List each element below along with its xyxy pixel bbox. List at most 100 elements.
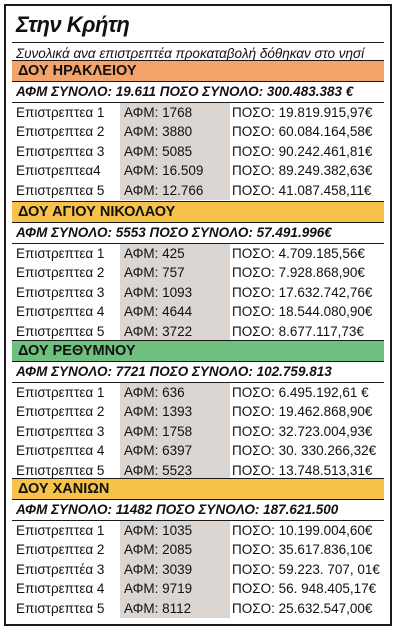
row-afm: ΑΦΜ: 2085 <box>124 542 193 558</box>
row-afm: ΑΦΜ: 6397 <box>124 443 193 459</box>
title-divider <box>12 42 384 43</box>
row-label: Επιστρεπτεα 5 <box>16 323 105 339</box>
row-afm: ΑΦΜ: 5085 <box>124 143 193 159</box>
row-amount: ΠΟΣΟ: 7.928.868,90€ <box>232 265 365 281</box>
row-amount: ΠΟΣΟ: 41.087.458,11€ <box>232 182 372 198</box>
row-amount: ΠΟΣΟ: 32.723.004,93€ <box>232 423 373 439</box>
row-afm: ΑΦΜ: 4644 <box>124 304 193 320</box>
row-label: Επιστρεπτεα 2 <box>16 265 105 281</box>
section-header: ΔΟΥ ΗΡΑΚΛΕΙΟΥ <box>12 60 384 82</box>
table-row: Επιστρεπτεα 4 ΑΦΜ: 6397 ΠΟΣΟ: 30. 330.266,… <box>12 441 384 460</box>
row-amount: ΠΟΣΟ: 4.709.185,56€ <box>232 246 365 261</box>
row-amount: ΠΟΣΟ: 19.819.915,97€ <box>232 105 373 120</box>
row-afm: ΑΦΜ: 757 <box>124 265 185 281</box>
table-row: Επιστρεπτεα 1 ΑΦΜ: 1768 ΠΟΣΟ: 19.819.915,9… <box>12 103 384 122</box>
row-amount: ΠΟΣΟ: 59.223. 707, 01€ <box>232 561 380 577</box>
row-label: Επιστρεπτεα 3 <box>16 284 105 300</box>
row-label: Επιστρεπτεα 1 <box>16 246 105 261</box>
row-amount: ΠΟΣΟ: 90.242.461,81€ <box>232 143 373 159</box>
row-amount: ΠΟΣΟ: 10.199.004,60€ <box>232 523 373 538</box>
table-row: Επιστρεπτεα 4 ΑΦΜ: 9719 ΠΟΣΟ: 56. 948.405,… <box>12 579 384 598</box>
row-label: Επιστρεπτέα 3 <box>16 561 105 577</box>
section-rows: Επιστρεπτεα 1 ΑΦΜ: 1768 ΠΟΣΟ: 19.819.915,9… <box>12 103 384 200</box>
row-afm: ΑΦΜ: 9719 <box>124 581 193 597</box>
row-amount: ΠΟΣΟ: 30. 330.266,32€ <box>232 443 377 459</box>
row-label: Επιστρεπτεα 2 <box>16 542 105 558</box>
table-row: Επιστρεπτεα 5 ΑΦΜ: 3722 ΠΟΣΟ: 8.677.117,73… <box>12 322 384 341</box>
row-afm: ΑΦΜ: 3722 <box>124 323 193 339</box>
row-afm: ΑΦΜ: 16.509 <box>124 163 204 179</box>
table-row: Επιστρεπτεα 2 ΑΦΜ: 757 ΠΟΣΟ: 7.928.868,90€ <box>12 263 384 282</box>
row-label: Επιστρεπτεα 4 <box>16 581 105 597</box>
table-row: Επιστρεπτεα 2 ΑΦΜ: 1393 ΠΟΣΟ: 19.462.868,9… <box>12 402 384 421</box>
row-amount: ΠΟΣΟ: 18.544.080,90€ <box>232 304 373 320</box>
row-afm: ΑΦΜ: 12.766 <box>124 182 204 198</box>
row-label: Επιστρεπτεα 2 <box>16 404 105 420</box>
table-row: Επιστρεπτεα 2 ΑΦΜ: 3880 ΠΟΣΟ: 60.084.164,5… <box>12 122 384 141</box>
row-label: Επιστρεπτεα 3 <box>16 143 105 159</box>
row-amount: ΠΟΣΟ: 60.084.164,58€ <box>232 124 373 140</box>
row-amount: ΠΟΣΟ: 17.632.742,76€ <box>232 284 373 300</box>
table-row: Επιστρεπτεα 3 ΑΦΜ: 1758 ΠΟΣΟ: 32.723.004,9… <box>12 422 384 441</box>
afm-column-band <box>120 244 230 341</box>
table-row: Επιστρεπτεα 3 ΑΦΜ: 5085 ΠΟΣΟ: 90.242.461,8… <box>12 142 384 161</box>
table-row: Επιστρεπτεα 4 ΑΦΜ: 4644 ΠΟΣΟ: 18.544.080,9… <box>12 302 384 321</box>
table-row: Επιστρεπτεα 1 ΑΦΜ: 1035 ΠΟΣΟ: 10.199.004,6… <box>12 521 384 540</box>
row-label: Επιστρεπτεα 4 <box>16 443 105 459</box>
section-header: ΔΟΥ ΡΕΘΥΜΝΟΥ <box>12 340 384 362</box>
row-afm: ΑΦΜ: 1393 <box>124 404 193 420</box>
crete-infobox: Στην Κρήτη Συνολικά ανα επιστρεπτέα προκ… <box>4 4 392 626</box>
table-row: Επιστρεπτεα 1 ΑΦΜ: 636 ΠΟΣΟ: 6.495.192,61 … <box>12 383 384 402</box>
row-amount: ΠΟΣΟ: 89.249.382,63€ <box>232 163 373 179</box>
row-amount: ΠΟΣΟ: 13.748.513,31€ <box>232 462 373 478</box>
section-rows: Επιστρεπτεα 1 ΑΦΜ: 425 ΠΟΣΟ: 4.709.185,56€… <box>12 244 384 341</box>
infobox-title: Στην Κρήτη <box>16 12 130 37</box>
row-afm: ΑΦΜ: 3880 <box>124 124 193 140</box>
afm-column-band <box>120 383 230 480</box>
section-agios-nikolaos: ΔΟΥ ΑΓΙΟΥ ΝΙΚΟΛΑΟΥ ΑΦΜ ΣΥΝΟΛΟ: 5553 ΠΟΣΟ… <box>12 201 384 341</box>
row-afm: ΑΦΜ: 1758 <box>124 423 193 439</box>
table-row: Επιστρεπτεα 3 ΑΦΜ: 1093 ΠΟΣΟ: 17.632.742,7… <box>12 283 384 302</box>
section-rows: Επιστρεπτεα 1 ΑΦΜ: 1035 ΠΟΣΟ: 10.199.004,6… <box>12 521 384 618</box>
row-afm: ΑΦΜ: 5523 <box>124 462 193 478</box>
row-label: Επιστρεπτεα 2 <box>16 124 105 140</box>
table-row: Επιστρεπτεα 5 ΑΦΜ: 8112 ΠΟΣΟ: 25.632.547,0… <box>12 599 384 618</box>
row-label: Επιστρεπτεα 5 <box>16 600 105 616</box>
section-rethymno: ΔΟΥ ΡΕΘΥΜΝΟΥ ΑΦΜ ΣΥΝΟΛΟ: 7721 ΠΟΣΟ ΣΥΝΟΛ… <box>12 340 384 480</box>
section-summary: ΑΦΜ ΣΥΝΟΛΟ: 19.611 ΠΟΣΟ ΣΥΝΟΛΟ: 300.483.… <box>12 82 384 103</box>
table-row: Επιστρεπτεα 1 ΑΦΜ: 425 ΠΟΣΟ: 4.709.185,56€ <box>12 244 384 263</box>
row-label: Επιστρεπτεα 1 <box>16 105 105 120</box>
row-amount: ΠΟΣΟ: 6.495.192,61 € <box>232 385 369 400</box>
section-chania: ΔΟΥ ΧΑΝΙΩΝ ΑΦΜ ΣΥΝΟΛΟ: 11482 ΠΟΣΟ ΣΥΝΟΛΟ… <box>12 478 384 618</box>
row-label: Επιστρεπτεα 4 <box>16 304 105 320</box>
row-amount: ΠΟΣΟ: 25.632.547,00€ <box>232 600 373 616</box>
row-amount: ΠΟΣΟ: 8.677.117,73€ <box>232 323 364 339</box>
row-afm: ΑΦΜ: 636 <box>124 385 185 400</box>
row-afm: ΑΦΜ: 425 <box>124 246 185 261</box>
row-afm: ΑΦΜ: 1768 <box>124 105 193 120</box>
section-summary: ΑΦΜ ΣΥΝΟΛΟ: 5553 ΠΟΣΟ ΣΥΝΟΛΟ: 57.491.996… <box>12 223 384 244</box>
row-label: Επιστρεπτεα4 <box>16 163 101 179</box>
infobox-subtitle: Συνολικά ανα επιστρεπτέα προκαταβολή δόθ… <box>16 46 365 61</box>
row-amount: ΠΟΣΟ: 56. 948.405,17€ <box>232 581 377 597</box>
table-row: Επιστρεπτεα4 ΑΦΜ: 16.509 ΠΟΣΟ: 89.249.382,… <box>12 161 384 180</box>
section-header: ΔΟΥ ΑΓΙΟΥ ΝΙΚΟΛΑΟΥ <box>12 201 384 223</box>
row-label: Επιστρεπτεα 5 <box>16 462 105 478</box>
row-label: Επιστρεπτεα 1 <box>16 523 105 538</box>
section-header: ΔΟΥ ΧΑΝΙΩΝ <box>12 478 384 500</box>
row-afm: ΑΦΜ: 1093 <box>124 284 193 300</box>
row-afm: ΑΦΜ: 1035 <box>124 523 193 538</box>
row-afm: ΑΦΜ: 3039 <box>124 561 193 577</box>
section-rows: Επιστρεπτεα 1 ΑΦΜ: 636 ΠΟΣΟ: 6.495.192,61 … <box>12 383 384 480</box>
table-row: Επιστρεπτεα 2 ΑΦΜ: 2085 ΠΟΣΟ: 35.617.836,1… <box>12 540 384 559</box>
table-row: Επιστρεπτεα 5 ΑΦΜ: 12.766 ΠΟΣΟ: 41.087.458… <box>12 181 384 200</box>
section-summary: ΑΦΜ ΣΥΝΟΛΟ: 11482 ΠΟΣΟ ΣΥΝΟΛΟ: 187.621.5… <box>12 500 384 521</box>
row-amount: ΠΟΣΟ: 19.462.868,90€ <box>232 404 373 420</box>
section-heraklion: ΔΟΥ ΗΡΑΚΛΕΙΟΥ ΑΦΜ ΣΥΝΟΛΟ: 19.611 ΠΟΣΟ ΣΥ… <box>12 60 384 200</box>
table-row: Επιστρεπτέα 3 ΑΦΜ: 3039 ΠΟΣΟ: 59.223. 707,… <box>12 560 384 579</box>
table-row: Επιστρεπτεα 5 ΑΦΜ: 5523 ΠΟΣΟ: 13.748.513,3… <box>12 461 384 480</box>
afm-column-band <box>120 103 230 200</box>
row-afm: ΑΦΜ: 8112 <box>124 600 192 616</box>
afm-column-band <box>120 521 230 618</box>
row-amount: ΠΟΣΟ: 35.617.836,10€ <box>232 542 373 558</box>
